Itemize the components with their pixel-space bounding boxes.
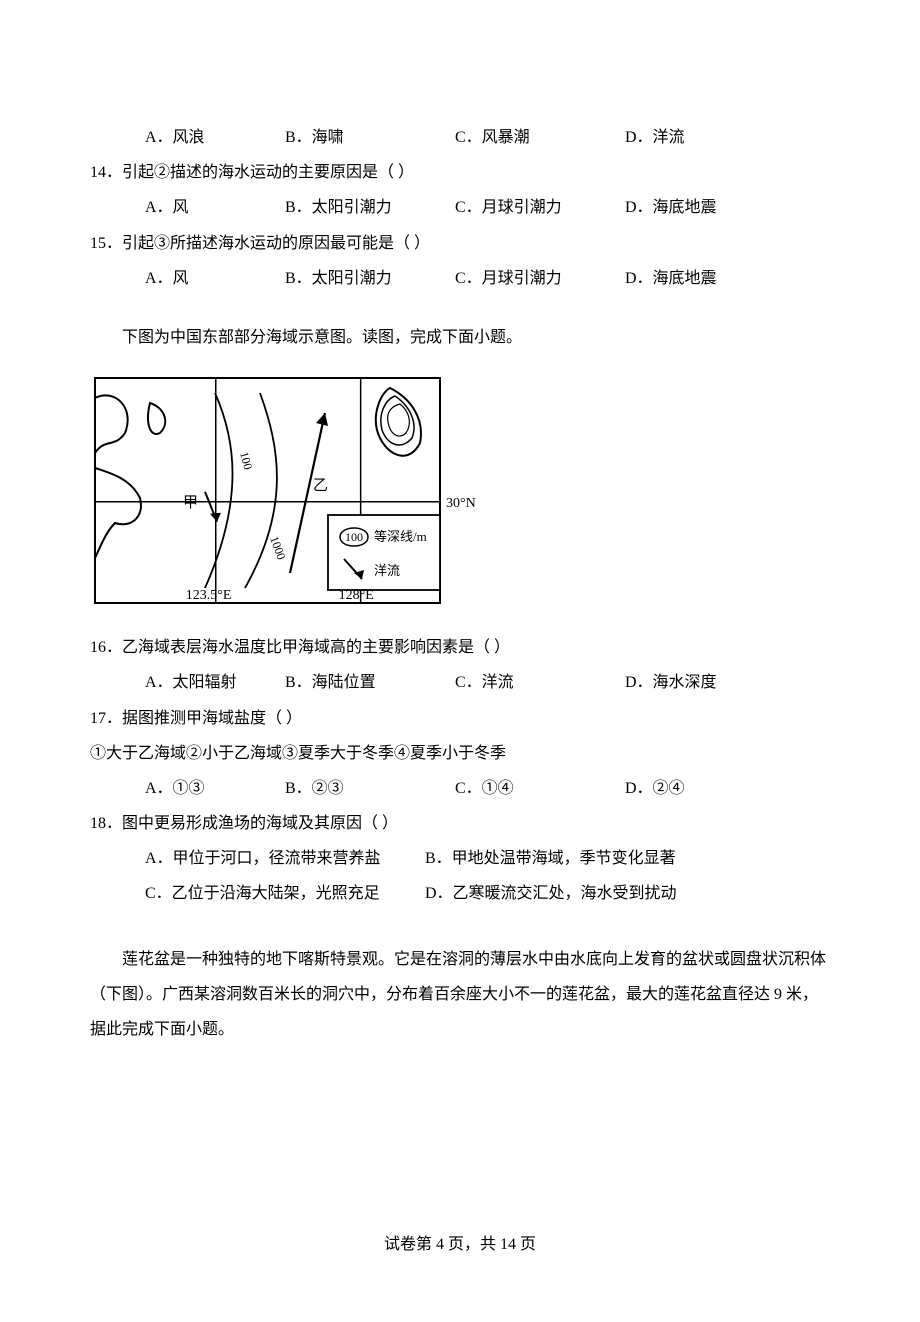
svg-text:洋流: 洋流 — [374, 563, 400, 578]
q14-stem: 14．引起②描述的海水运动的主要原因是（ ） — [90, 155, 830, 190]
option-b: B．海陆位置 — [285, 665, 455, 700]
option-c: C．风暴潮 — [455, 120, 625, 155]
svg-text:30°N: 30°N — [446, 496, 476, 511]
option-b: B．太阳引潮力 — [285, 261, 455, 296]
option-a: A．太阳辐射 — [145, 665, 285, 700]
q16: 16．乙海域表层海水温度比甲海域高的主要影响因素是（ ） A．太阳辐射 B．海陆… — [90, 630, 830, 700]
q14-options: A．风 B．太阳引潮力 C．月球引潮力 D．海底地震 — [90, 190, 830, 225]
map-svg: 30°N123.5°E128°E1001000甲乙100等深线/m洋流 — [90, 363, 500, 618]
option-c: C．月球引潮力 — [455, 261, 625, 296]
map-figure: 30°N123.5°E128°E1001000甲乙100等深线/m洋流 — [90, 363, 830, 618]
option-b: B．②③ — [285, 771, 455, 806]
option-a: A．风 — [145, 261, 285, 296]
q17: 17．据图推测甲海域盐度（ ） ①大于乙海域②小于乙海域③夏季大于冬季④夏季小于… — [90, 701, 830, 807]
option-b: B．甲地处温带海域，季节变化显著 — [425, 841, 705, 876]
q15: 15．引起③所描述海水运动的原因最可能是（ ） A．风 B．太阳引潮力 C．月球… — [90, 226, 830, 296]
q18-stem: 18．图中更易形成渔场的海域及其原因（ ） — [90, 806, 830, 841]
option-a: A．甲位于河口，径流带来营养盐 — [145, 841, 425, 876]
page-footer: 试卷第 4 页，共 14 页 — [90, 1227, 830, 1262]
q16-stem: 16．乙海域表层海水温度比甲海域高的主要影响因素是（ ） — [90, 630, 830, 665]
svg-text:乙: 乙 — [313, 478, 328, 494]
option-c: C．①④ — [455, 771, 625, 806]
svg-text:123.5°E: 123.5°E — [186, 588, 232, 603]
q18: 18．图中更易形成渔场的海域及其原因（ ） A．甲位于河口，径流带来营养盐 B．… — [90, 806, 830, 912]
option-c: C．乙位于沿海大陆架，光照充足 — [145, 876, 425, 911]
option-c: C．月球引潮力 — [455, 190, 625, 225]
q17-sub: ①大于乙海域②小于乙海域③夏季大于冬季④夏季小于冬季 — [90, 736, 830, 771]
lead-1: 下图为中国东部部分海域示意图。读图，完成下面小题。 — [90, 320, 830, 355]
option-d: D．海水深度 — [625, 665, 795, 700]
svg-text:100: 100 — [345, 530, 363, 544]
option-d: D．②④ — [625, 771, 795, 806]
option-d: D．乙寒暖流交汇处，海水受到扰动 — [425, 876, 705, 911]
option-b: B．海啸 — [285, 120, 455, 155]
option-c: C．洋流 — [455, 665, 625, 700]
q18-options: A．甲位于河口，径流带来营养盐 B．甲地处温带海域，季节变化显著 C．乙位于沿海… — [90, 841, 830, 911]
svg-text:甲: 甲 — [183, 495, 198, 511]
q16-options: A．太阳辐射 B．海陆位置 C．洋流 D．海水深度 — [90, 665, 830, 700]
option-d: D．海底地震 — [625, 261, 795, 296]
q-top-options: A．风浪 B．海啸 C．风暴潮 D．洋流 — [90, 120, 830, 155]
option-a: A．①③ — [145, 771, 285, 806]
q17-stem: 17．据图推测甲海域盐度（ ） — [90, 701, 830, 736]
q17-options: A．①③ B．②③ C．①④ D．②④ — [90, 771, 830, 806]
option-b: B．太阳引潮力 — [285, 190, 455, 225]
q15-options: A．风 B．太阳引潮力 C．月球引潮力 D．海底地震 — [90, 261, 830, 296]
option-d: D．海底地震 — [625, 190, 795, 225]
lead-2: 莲花盆是一种独特的地下喀斯特景观。它是在溶洞的薄层水中由水底向上发育的盆状或圆盘… — [90, 942, 830, 1048]
option-a: A．风 — [145, 190, 285, 225]
q15-stem: 15．引起③所描述海水运动的原因最可能是（ ） — [90, 226, 830, 261]
option-d: D．洋流 — [625, 120, 795, 155]
option-a: A．风浪 — [145, 120, 285, 155]
q14: 14．引起②描述的海水运动的主要原因是（ ） A．风 B．太阳引潮力 C．月球引… — [90, 155, 830, 225]
svg-text:等深线/m: 等深线/m — [374, 529, 427, 544]
